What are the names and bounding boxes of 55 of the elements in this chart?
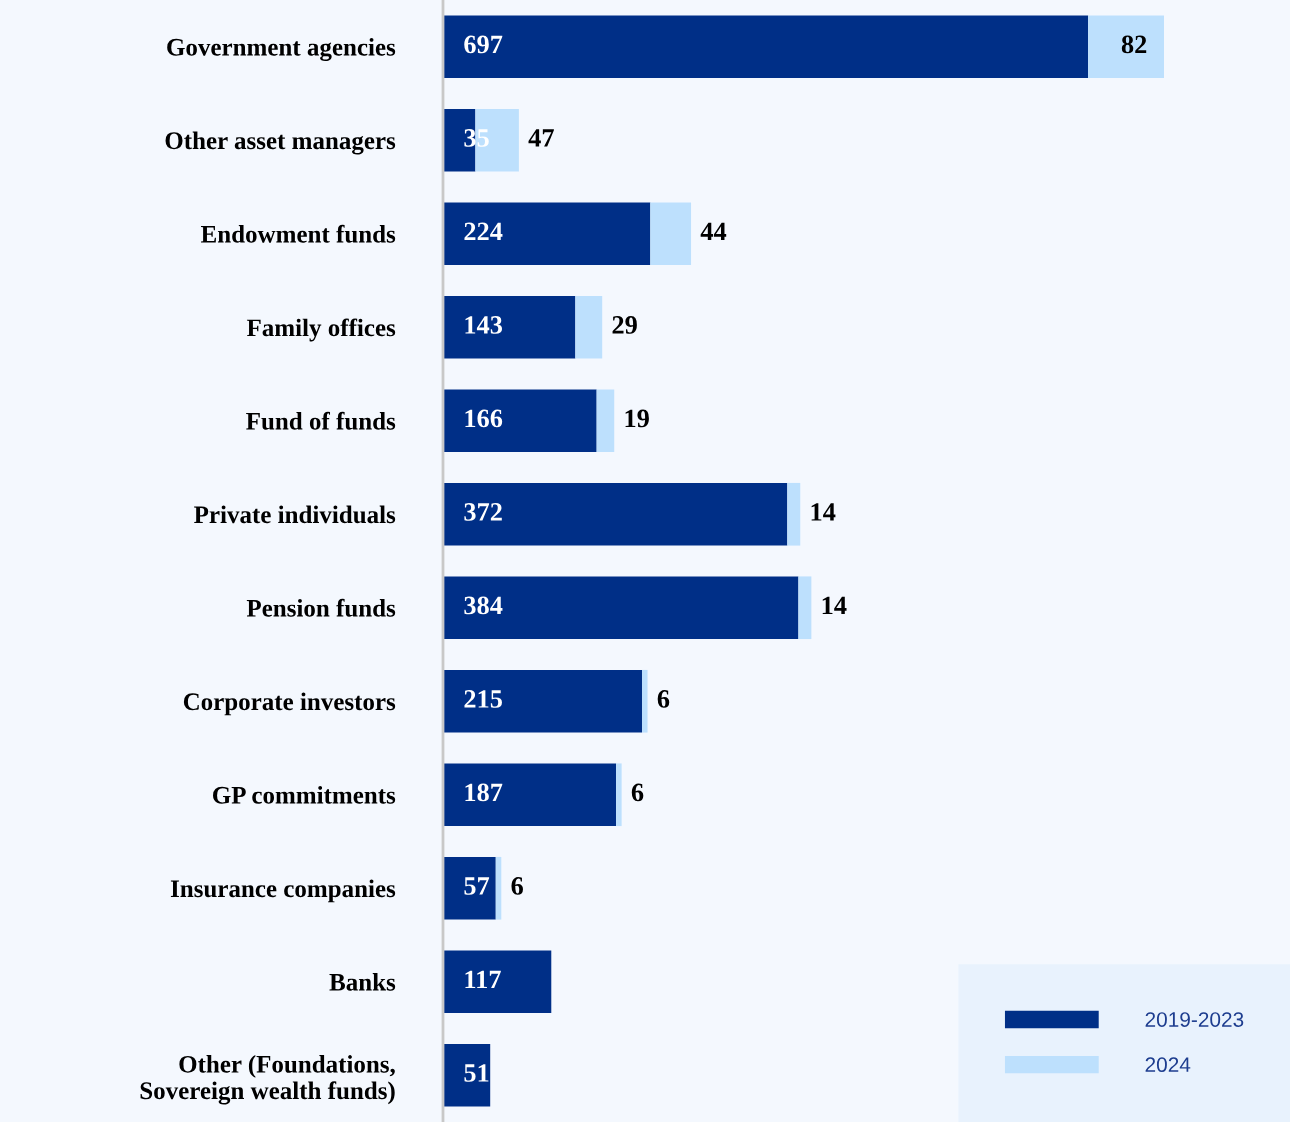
data-label: 82 [1121, 35, 1147, 54]
bar [443, 950, 552, 1014]
data-label: 224 [464, 222, 503, 241]
bar [650, 202, 692, 266]
data-label: 47 [528, 129, 554, 147]
data-label: 166 [465, 409, 503, 428]
legend-label: 2019-2023 [1145, 1012, 1244, 1027]
bar [616, 763, 622, 827]
y-tick-label: Corporate investors [183, 692, 396, 716]
y-tick-label: Fund of funds [246, 411, 396, 430]
bar [443, 389, 597, 453]
y-tick-label: Other (Foundations, Sovereign wealth funds) [140, 1055, 395, 1105]
data-label: 6 [631, 783, 644, 802]
legend-label: 2024 [1145, 1057, 1191, 1073]
bar [443, 669, 642, 733]
y-tick-label: Endowment funds [201, 224, 396, 243]
bar [443, 763, 617, 827]
bar [443, 295, 576, 359]
y-tick-label: Insurance companies [170, 879, 396, 903]
data-label: 6 [657, 690, 670, 708]
bar [495, 856, 502, 920]
bar [443, 856, 496, 920]
y-tick-label: Banks [329, 973, 396, 991]
data-label: 372 [464, 503, 502, 521]
bar [798, 576, 812, 640]
data-label: 215 [464, 690, 502, 708]
data-label: 57 [464, 877, 490, 895]
y-tick-label: GP commitments [213, 786, 396, 804]
data-label: 19 [625, 409, 649, 428]
data-label: 44 [700, 222, 727, 241]
data-label: 6 [511, 877, 523, 895]
bar [443, 1043, 491, 1107]
y-tick-label: Family offices [246, 318, 396, 342]
data-label: 187 [465, 783, 503, 802]
bar [443, 576, 799, 640]
data-label: 14 [822, 596, 847, 615]
data-label: 384 [464, 596, 503, 615]
bar [787, 482, 801, 546]
bar [596, 389, 615, 453]
y-tick-label: Government agencies [167, 38, 396, 61]
bar [1088, 15, 1164, 79]
bar [641, 669, 648, 733]
data-label: 117 [465, 970, 501, 989]
y-tick-label: Pension funds [246, 598, 396, 617]
bar [443, 482, 788, 546]
bar [575, 295, 603, 359]
bar [443, 15, 1089, 79]
data-label: 143 [465, 316, 503, 334]
data-label: 29 [612, 316, 637, 334]
data-label: 14 [811, 503, 836, 521]
y-tick-label: Other asset managers [165, 131, 396, 155]
data-label: 697 [464, 35, 503, 54]
bar [443, 202, 651, 266]
data-label: 51 [464, 1064, 489, 1082]
y-tick-label: Private individuals [194, 505, 396, 524]
